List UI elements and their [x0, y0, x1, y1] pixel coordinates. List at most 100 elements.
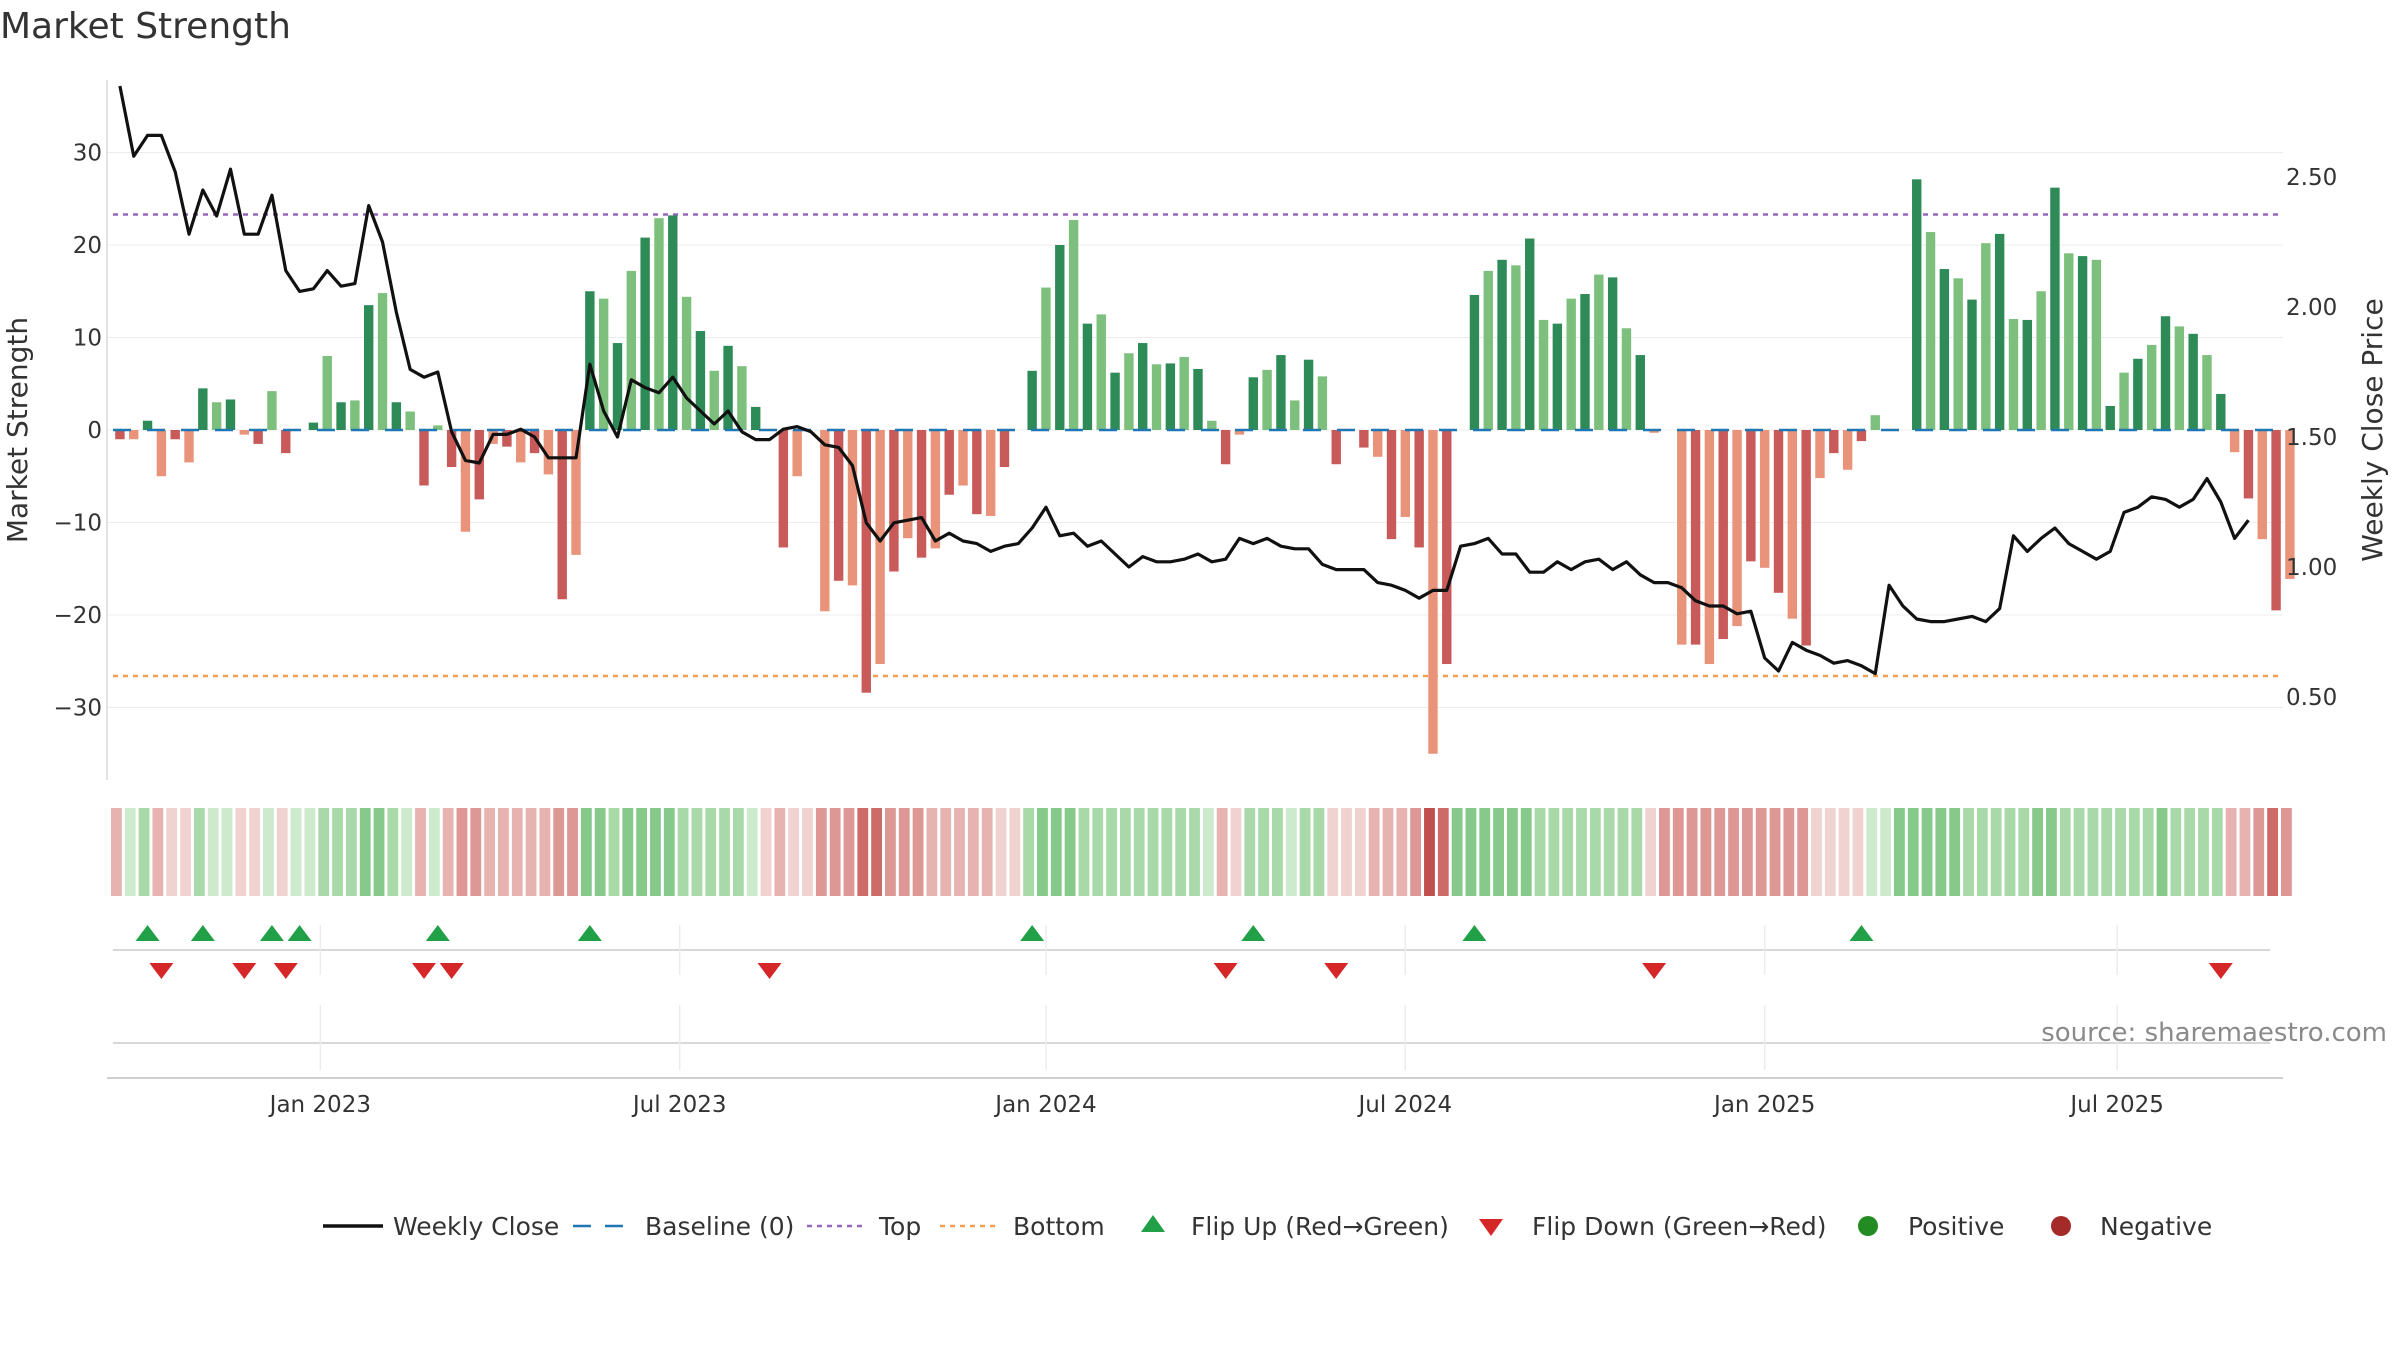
flip-down-marker — [232, 963, 257, 979]
strength-bar — [419, 430, 429, 486]
strength-bar — [2257, 430, 2267, 540]
strength-bar — [129, 430, 139, 440]
regime-cell — [276, 808, 288, 896]
y-tick-label: 0 — [87, 418, 102, 444]
strength-bar — [1331, 430, 1341, 465]
strength-bar — [1497, 259, 1507, 430]
regime-cell — [608, 808, 620, 896]
regime-cell — [442, 808, 454, 896]
regime-cell — [1161, 808, 1173, 896]
regime-cell — [1106, 808, 1117, 896]
strength-bar — [1732, 430, 1742, 627]
regime-cell — [2032, 808, 2044, 896]
legend: Weekly Close Baseline (0) Top Bottom Flip Up… — [323, 1212, 2212, 1241]
flip-up-marker — [425, 925, 450, 941]
strength-bar — [2091, 259, 2102, 430]
strength-bar — [1967, 299, 1977, 430]
regime-cell — [1285, 808, 1297, 896]
regime-cell — [263, 808, 274, 896]
regime-cell — [1893, 808, 1905, 896]
y-tick-label: 10 — [73, 326, 102, 352]
strength-bar — [308, 422, 319, 430]
strength-bar — [1027, 370, 1037, 430]
regime-cell — [249, 808, 261, 896]
legend-top: Top — [878, 1212, 921, 1241]
regime-cell — [235, 808, 247, 896]
regime-cell — [304, 808, 316, 896]
strength-bar — [2243, 430, 2254, 499]
strength-bar — [1981, 243, 1991, 430]
x-tick-label: Jul 2025 — [2068, 1092, 2164, 1118]
flip-down-marker — [439, 963, 464, 979]
strength-bar — [1096, 314, 1106, 431]
strength-bar — [1815, 430, 1825, 479]
y-tick-label: 20 — [73, 233, 102, 259]
regime-cell — [193, 808, 205, 896]
regime-cell — [940, 808, 952, 896]
strength-bar — [916, 430, 927, 558]
strength-bar — [239, 430, 250, 435]
strength-bar — [2160, 316, 2171, 431]
strength-bar — [833, 430, 844, 581]
regime-cell — [373, 808, 385, 896]
regime-cell — [1589, 808, 1601, 896]
regime-cell — [2239, 808, 2251, 896]
strength-bar — [861, 430, 871, 693]
strength-bar — [1151, 364, 1162, 430]
strength-bar — [211, 402, 222, 430]
regime-cell — [553, 808, 565, 896]
strength-bar — [2008, 319, 2019, 430]
flip-up-marker — [577, 925, 602, 941]
regime-cell — [580, 808, 592, 896]
strength-bar — [1303, 359, 1314, 430]
regime-cell — [180, 808, 191, 896]
strength-bar — [516, 430, 526, 463]
regime-cell — [1921, 808, 1933, 896]
strength-bar — [1746, 430, 1756, 562]
regime-cell — [995, 808, 1007, 896]
regime-cell — [1631, 808, 1643, 896]
strength-bar — [778, 430, 789, 548]
regime-cell — [1755, 808, 1767, 896]
y2-tick-label: 2.50 — [2286, 165, 2337, 191]
regime-cell — [732, 808, 744, 896]
regime-cell — [1741, 808, 1753, 896]
regime-cell — [2004, 808, 2016, 896]
regime-cell — [2184, 808, 2196, 896]
strength-bar — [585, 291, 595, 430]
strength-bar — [1372, 430, 1383, 457]
legend-positive: Positive — [1908, 1212, 2004, 1241]
regime-cell — [138, 808, 150, 896]
regime-cell — [332, 808, 343, 896]
regime-cell — [290, 808, 302, 896]
strength-bar — [1759, 430, 1770, 568]
strength-bar — [668, 215, 678, 430]
flip-up-marker — [1849, 925, 1874, 941]
strength-bar — [405, 411, 415, 430]
regime-cell — [1037, 808, 1048, 896]
y-tick-label: −20 — [53, 603, 102, 629]
strength-bar — [1220, 430, 1231, 465]
strength-bar — [1138, 343, 1148, 430]
strength-bar — [1386, 430, 1397, 540]
strength-bar — [1511, 265, 1521, 430]
strength-bar — [820, 430, 830, 612]
regime-cell — [1714, 808, 1726, 896]
strength-bar — [543, 430, 554, 475]
regime-cell — [1244, 808, 1256, 896]
regime-cell — [1437, 808, 1449, 896]
regime-cell — [1272, 808, 1283, 896]
regime-cell — [1880, 808, 1891, 896]
regime-cell — [802, 808, 813, 896]
flip-down-marker — [411, 963, 436, 979]
strength-bar — [1469, 294, 1480, 430]
strength-bar — [930, 430, 941, 549]
regime-cell — [1576, 808, 1587, 896]
regime-cell — [760, 808, 772, 896]
regime-cell — [954, 808, 965, 896]
flip-up-marker — [190, 925, 215, 941]
regime-cell — [1811, 808, 1822, 896]
regime-cell — [2073, 808, 2085, 896]
strength-bar — [612, 343, 623, 430]
strength-bar — [889, 430, 899, 572]
